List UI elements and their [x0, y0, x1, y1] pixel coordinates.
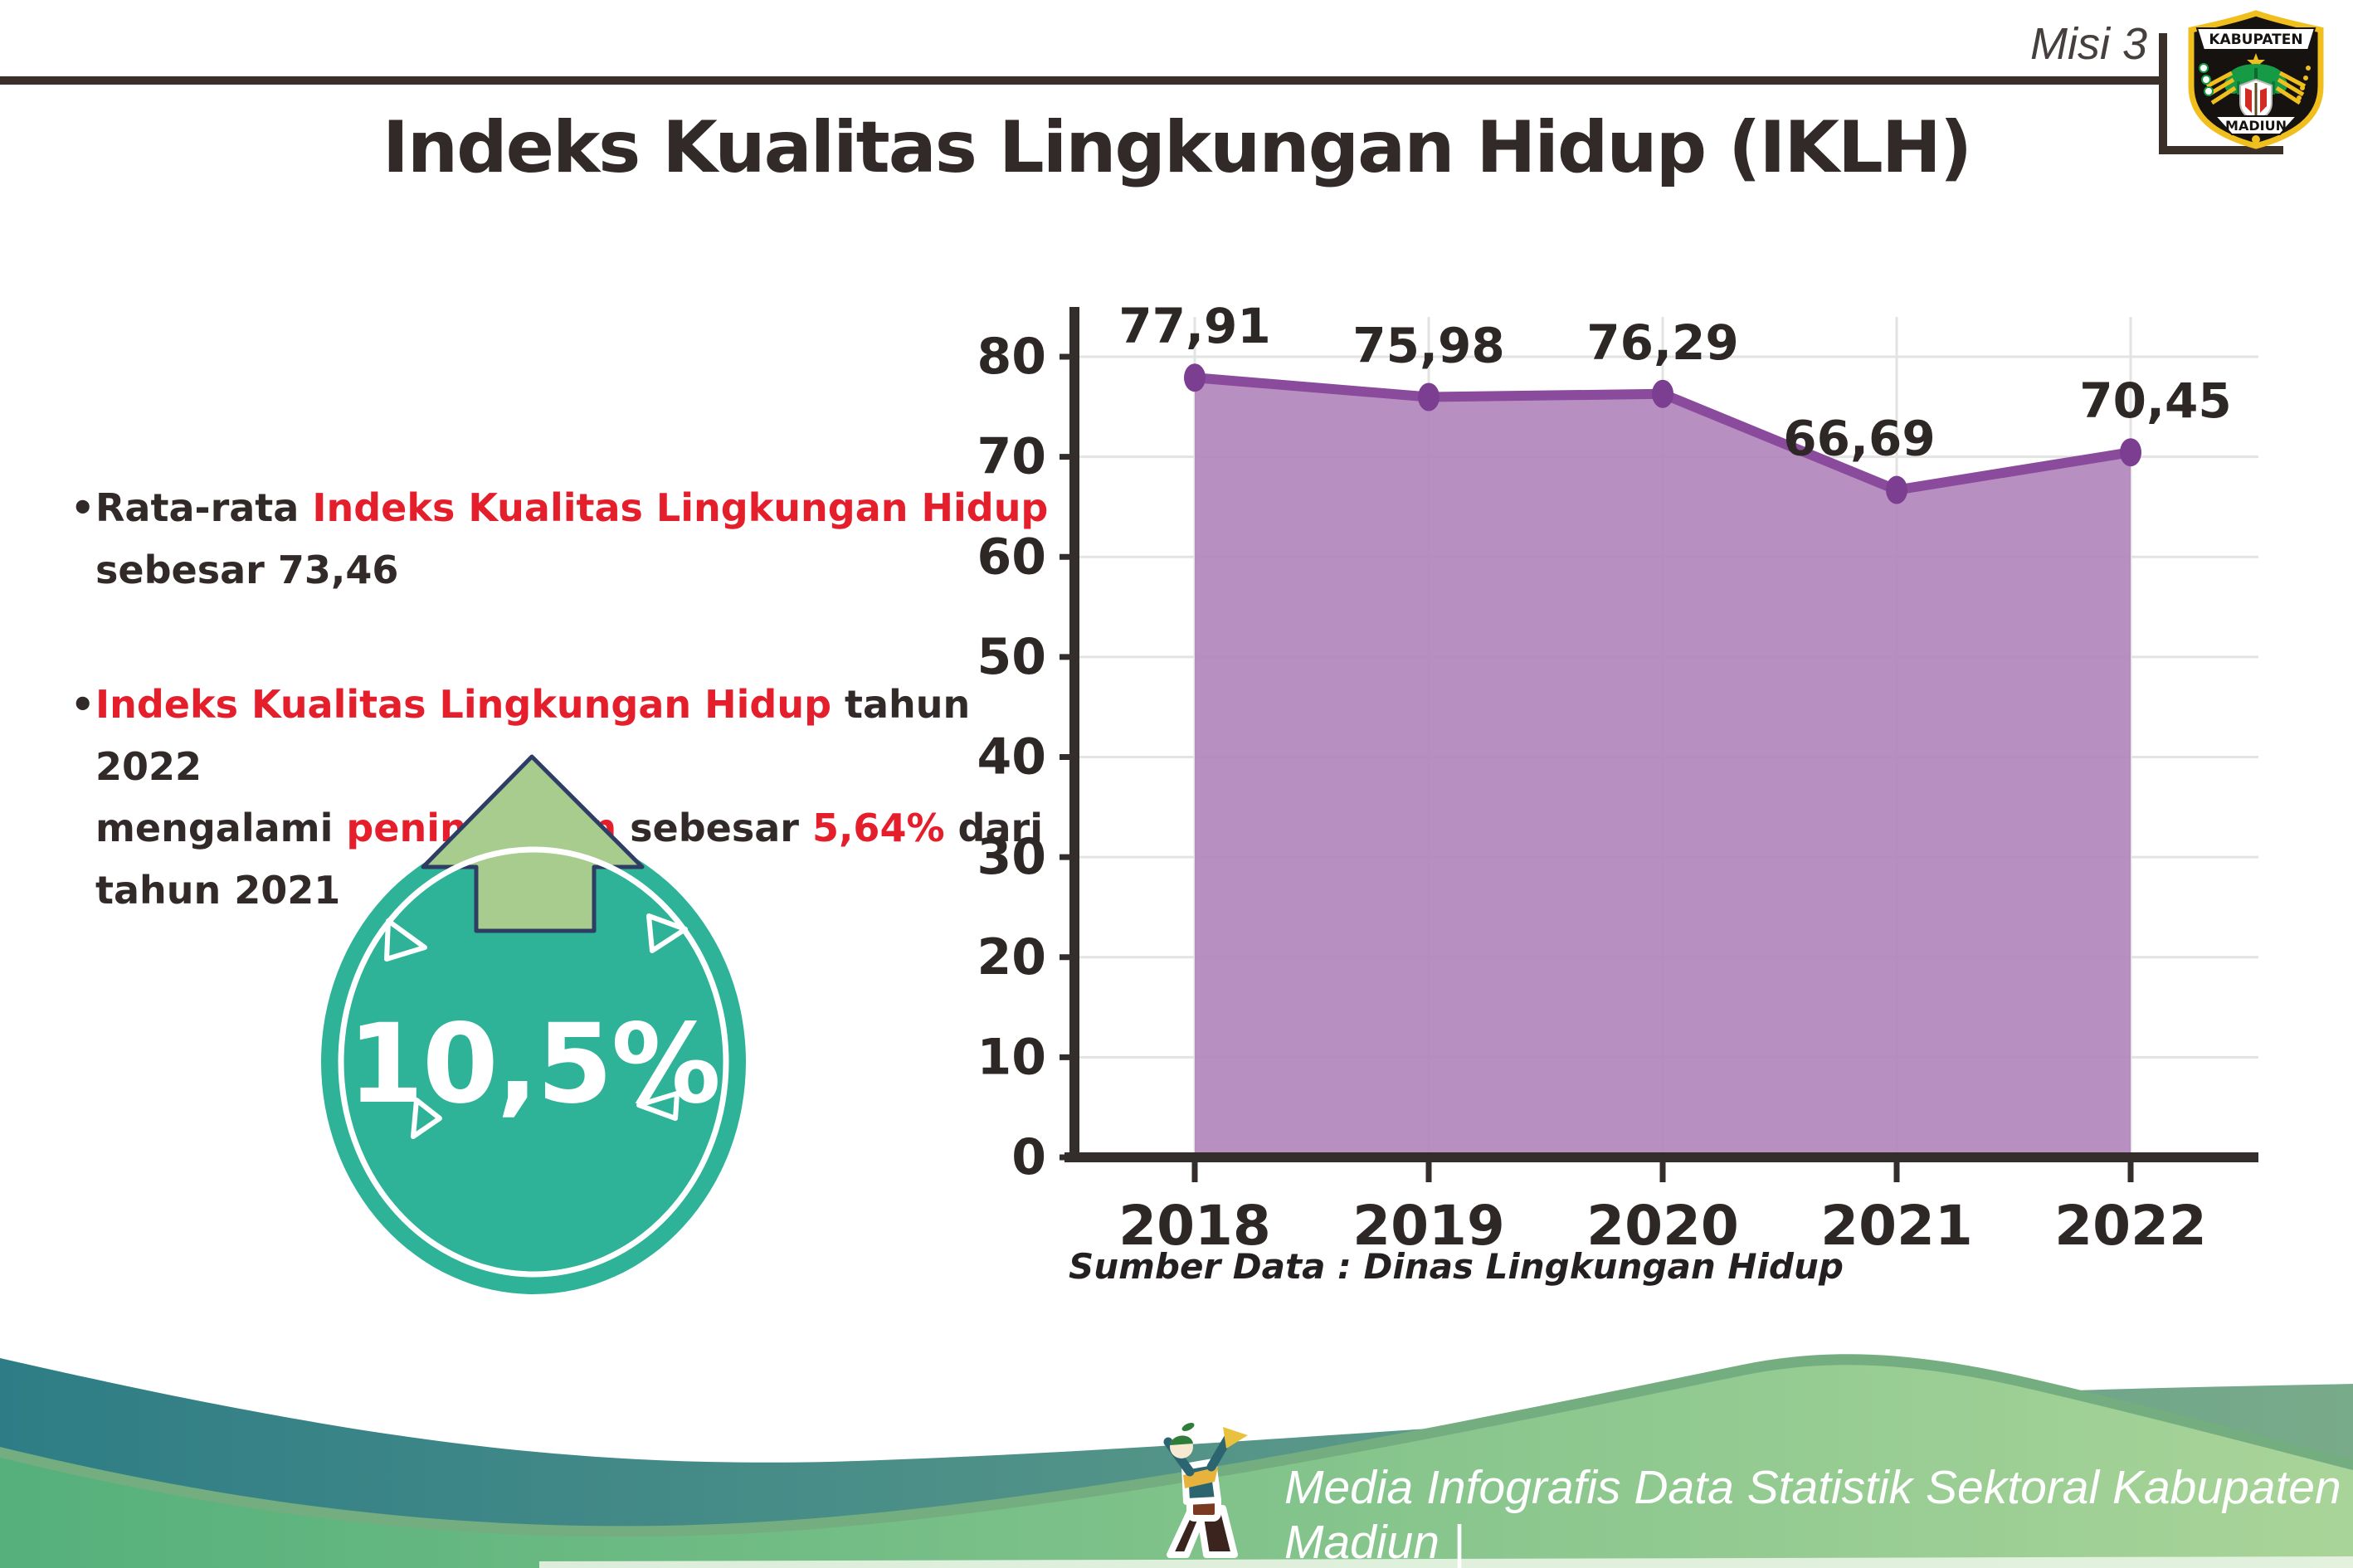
source-note: Sumber Data : Dinas Lingkungan Hidup: [1069, 1246, 1844, 1287]
mascot-sash: [1183, 1467, 1218, 1488]
badge-value: 10,5%: [348, 1001, 719, 1128]
body-text: mengalami: [95, 806, 347, 851]
badge-triangle-decorations: [384, 913, 688, 1139]
y-tick-label: 50: [977, 628, 1047, 686]
bullet-list: • Rata-rata Indeks Kualitas Lingkungan Hi…: [71, 477, 1050, 994]
logo-wheat-cotton: [2297, 66, 2311, 100]
up-arrow-icon: [421, 754, 645, 933]
y-tick-label: 40: [977, 728, 1047, 786]
highlight-text: Indeks Kualitas Lingkungan Hidup: [95, 682, 832, 728]
bullet-item: • Rata-rata Indeks Kualitas Lingkungan Hi…: [71, 477, 1050, 601]
x-tick-label: 2019: [1352, 1194, 1505, 1258]
logo-frame-vertical-rule: [2159, 33, 2167, 154]
x-tick-label: 2018: [1118, 1194, 1271, 1258]
y-tick-label: 70: [977, 428, 1047, 486]
green-wave: [0, 1365, 2353, 1568]
logo-frame-bottom-rule: [2159, 146, 2283, 154]
misi-label: Misi 3: [2029, 19, 2147, 69]
logo-cotton: [2199, 63, 2214, 96]
mascot-icon: [1163, 1423, 1248, 1558]
bullet-item: • Indeks Kualitas Lingkungan Hidup tahun …: [71, 674, 1050, 921]
badge-circle: [321, 830, 746, 1294]
y-tick-label: 30: [977, 828, 1047, 886]
data-label: 75,98: [1352, 317, 1504, 373]
logo-red-stripe-right: [2260, 88, 2267, 113]
body-text: sebesar 73,46: [95, 547, 399, 592]
increase-badge: 10,5%: [321, 754, 746, 1294]
y-tick-label: 0: [1011, 1128, 1046, 1186]
x-tick-label: 2020: [1586, 1194, 1739, 1258]
y-tick-label: 10: [977, 1028, 1047, 1086]
page-title: Indeks Kualitas Lingkungan Hidup (IKLH): [382, 106, 1972, 189]
logo-top-ribbon: [2195, 27, 2316, 51]
data-point-marker: [1184, 363, 1206, 392]
data-point-marker: [1652, 379, 1673, 408]
body-text: dari: [944, 806, 1043, 851]
badge-inner-ring: [338, 846, 729, 1278]
y-tick-label: 80: [977, 328, 1047, 386]
x-tick-label: 2021: [1820, 1194, 1973, 1258]
logo-bottom-text: MADIUN: [2225, 118, 2287, 134]
body-text: Rata-rata: [95, 485, 313, 530]
header-rule: [0, 76, 2164, 85]
logo-emblem-dot: [2252, 135, 2260, 144]
highlight-text: 5,64%: [811, 806, 945, 851]
highlight-text: Indeks Kualitas Lingkungan Hidup: [312, 485, 1049, 530]
mascot-cap: [1170, 1435, 1193, 1445]
y-tick-label: 60: [977, 528, 1047, 586]
data-label: 70,45: [2079, 373, 2231, 429]
body-text: tahun 2022: [95, 682, 971, 789]
logo-bottom-ribbon: [2213, 115, 2299, 135]
footer-caption: Media Infografis Data Statistik Sektoral…: [1284, 1461, 2341, 1568]
logo-red-stripe-left: [2245, 88, 2252, 113]
data-label: 76,29: [1586, 314, 1738, 371]
data-point-marker: [2120, 438, 2141, 467]
footer-waves: [0, 1354, 2353, 1568]
data-label: 77,91: [1118, 298, 1270, 354]
x-tick-label: 2022: [2054, 1194, 2207, 1258]
data-point-marker: [1418, 382, 1440, 411]
kabupaten-madiun-logo: KABUPATEN MADIUN: [2188, 10, 2324, 149]
bullet-dot: •: [71, 485, 95, 530]
y-tick-label: 20: [977, 928, 1047, 986]
data-point-marker: [1886, 475, 1907, 504]
bullet-dot: •: [71, 682, 95, 728]
area-fill: [1195, 377, 2131, 1157]
body-text: sebesar: [616, 806, 812, 851]
body-text: tahun 2021: [95, 867, 341, 913]
logo-top-text: KABUPATEN: [2209, 32, 2302, 48]
mascot-flag: [1223, 1427, 1248, 1449]
data-label: 66,69: [1783, 411, 1935, 467]
iklh-area-chart: 77,91 75,98 76,29 66,69 70,45 0 10 20 30 40 50 60 70…: [977, 298, 2258, 1258]
bottom-light-strip: [539, 1556, 2353, 1568]
